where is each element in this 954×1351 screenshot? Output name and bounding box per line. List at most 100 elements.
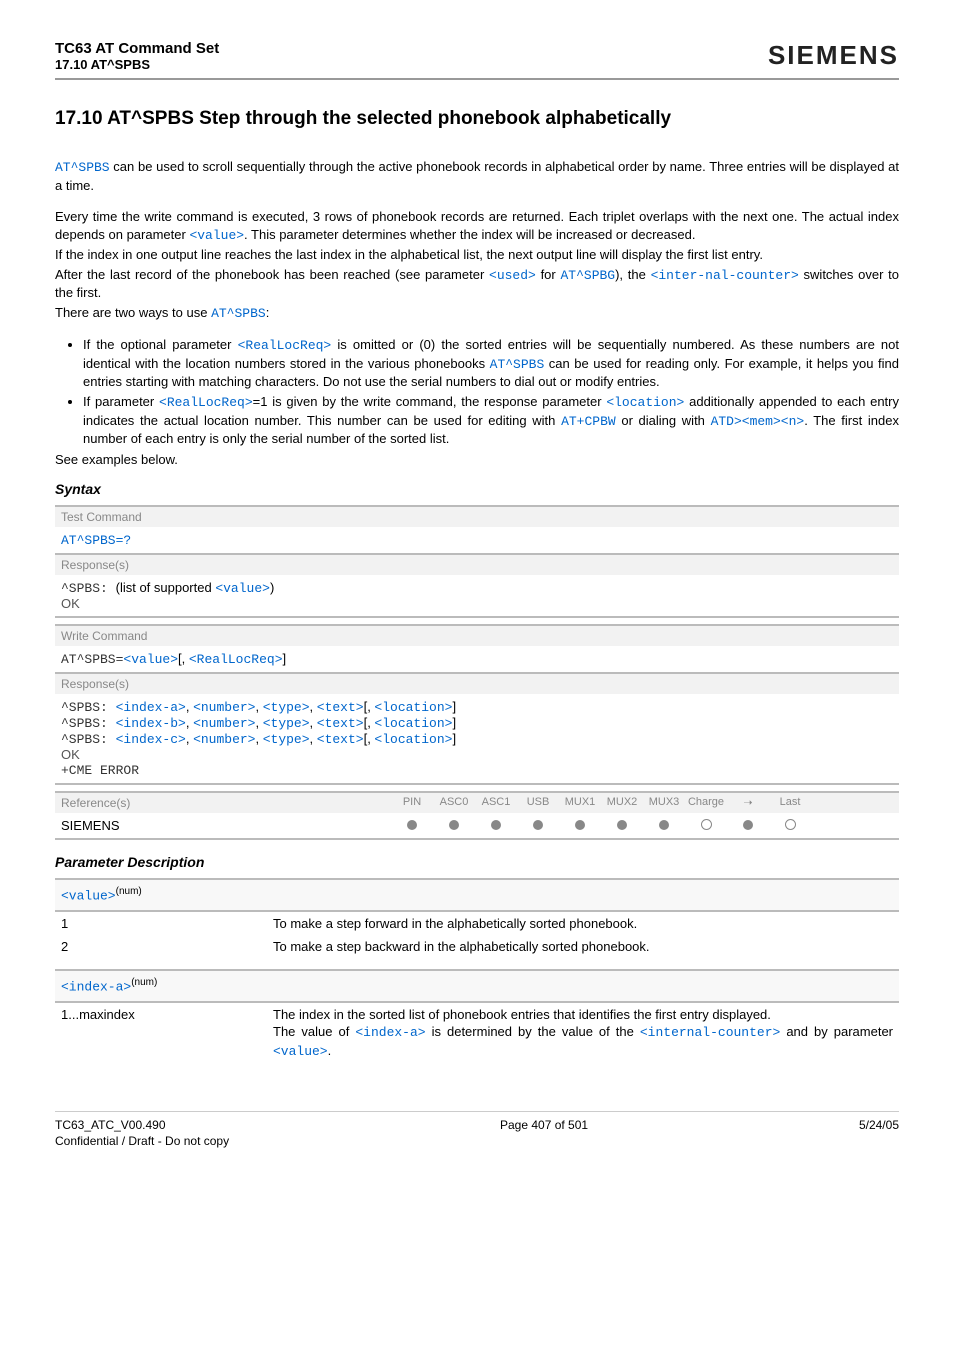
param-desc: To make a step backward in the alphabeti…: [267, 935, 899, 959]
version: TC63_ATC_V00.490: [55, 1118, 166, 1132]
param-link[interactable]: <inter-nal-counter>: [651, 268, 799, 283]
param-link[interactable]: <type>: [263, 716, 310, 731]
intro-block: AT^SPBS can be used to scroll sequential…: [55, 158, 899, 194]
text: ,: [255, 715, 262, 730]
resp-prefix: ^SPBS:: [61, 716, 116, 731]
text: [,: [364, 731, 375, 746]
text: [,: [364, 715, 375, 730]
text: There are two ways to use: [55, 305, 211, 320]
col-arrow: ➝: [727, 796, 769, 809]
test-response: ^SPBS: (list of supported <value>) OK: [55, 575, 899, 616]
footer-right: 5/24/05: [859, 1118, 899, 1149]
param-value-table: <value>(num) 1 To make a step forward in…: [55, 878, 899, 959]
para-1: AT^SPBS can be used to scroll sequential…: [55, 158, 899, 194]
param-link[interactable]: <type>: [263, 700, 310, 715]
col-mux1: MUX1: [559, 796, 601, 809]
response-label: Response(s): [55, 553, 899, 575]
text: [,: [364, 699, 375, 714]
dot-filled-icon: [407, 820, 417, 830]
param-header: <value>(num): [55, 879, 899, 911]
param-link[interactable]: <type>: [263, 732, 310, 747]
col-usb: USB: [517, 796, 559, 809]
confidential: Confidential / Draft - Do not copy: [55, 1134, 229, 1148]
dot: [769, 818, 811, 833]
param-link[interactable]: <number>: [193, 700, 255, 715]
dot-filled-icon: [617, 820, 627, 830]
param-link[interactable]: <location>: [374, 732, 452, 747]
param-key: 1...maxindex: [55, 1002, 267, 1064]
param-link[interactable]: <RealLocReq>: [159, 395, 253, 410]
param-row: 1 To make a step forward in the alphabet…: [55, 911, 899, 936]
param-link[interactable]: <text>: [317, 716, 364, 731]
param-index-table: <index-a>(num) 1...maxindex The index in…: [55, 969, 899, 1064]
cmd-link[interactable]: AT^SPBS: [55, 160, 110, 175]
param-link[interactable]: <RealLocReq>: [238, 338, 332, 353]
text: for: [536, 267, 561, 282]
dot-open-icon: [701, 819, 712, 830]
dot-filled-icon: [575, 820, 585, 830]
param-key: 1: [55, 911, 267, 936]
param-key: 2: [55, 935, 267, 959]
param-desc-heading: Parameter Description: [55, 854, 899, 870]
param-link[interactable]: <value>: [215, 581, 270, 596]
dot-filled-icon: [659, 820, 669, 830]
col-charge: Charge: [685, 796, 727, 809]
cmd-link[interactable]: ATD><mem><n>: [711, 414, 805, 429]
test-cmd: AT^SPBS=?: [61, 533, 131, 548]
dot-filled-icon: [491, 820, 501, 830]
param-name[interactable]: <index-a>: [61, 979, 131, 994]
ok-text: OK: [61, 596, 80, 611]
param-link[interactable]: <number>: [193, 716, 255, 731]
write-response: ^SPBS: <index-a>, <number>, <type>, <tex…: [55, 694, 899, 783]
text: can be used to scroll sequentially throu…: [55, 159, 899, 193]
dot: [475, 818, 517, 833]
param-link[interactable]: <text>: [317, 732, 364, 747]
col-mux3: MUX3: [643, 796, 685, 809]
dot-filled-icon: [743, 820, 753, 830]
text: .: [328, 1043, 332, 1058]
text: ), the: [615, 267, 650, 282]
param-link[interactable]: <index-b>: [116, 716, 186, 731]
bullet-1: If the optional parameter <RealLocReq> i…: [83, 336, 899, 391]
param-link[interactable]: <location>: [374, 716, 452, 731]
text: =1 is given by the write command, the re…: [253, 394, 607, 409]
text: ,: [186, 731, 193, 746]
param-link[interactable]: <value>: [123, 652, 178, 667]
param-link[interactable]: <text>: [317, 700, 364, 715]
param-link[interactable]: <index-c>: [116, 732, 186, 747]
dot: [391, 818, 433, 833]
param-link[interactable]: <value>: [273, 1044, 328, 1059]
write-cmd-label: Write Command: [55, 624, 899, 646]
cmd-link[interactable]: AT+CPBW: [561, 414, 616, 429]
param-link[interactable]: <index-a>: [116, 700, 186, 715]
dot: [559, 818, 601, 833]
cmd-link[interactable]: AT^SPBG: [560, 268, 615, 283]
write-cmd: AT^SPBS=<value>[, <RealLocReq>]: [55, 646, 899, 672]
dot: [601, 818, 643, 833]
siemens-label: SIEMENS: [61, 818, 391, 833]
footer-left: TC63_ATC_V00.490 Confidential / Draft - …: [55, 1118, 229, 1149]
doc-title: TC63 AT Command Set: [55, 40, 219, 57]
text: [,: [178, 651, 189, 666]
test-cmd-label: Test Command: [55, 505, 899, 527]
param-link[interactable]: <location>: [606, 395, 684, 410]
param-name[interactable]: <value>: [61, 888, 116, 903]
param-link[interactable]: <RealLocReq>: [189, 652, 283, 667]
param-row: 1...maxindex The index in the sorted lis…: [55, 1002, 899, 1064]
dot-filled-icon: [449, 820, 459, 830]
cmd-link[interactable]: AT^SPBS: [490, 357, 545, 372]
text: ]: [452, 715, 456, 730]
param-link[interactable]: <location>: [374, 700, 452, 715]
text: ,: [186, 699, 193, 714]
cmd-link[interactable]: AT^SPBS: [211, 306, 266, 321]
param-link[interactable]: <value>: [189, 228, 244, 243]
param-link[interactable]: <index-a>: [355, 1025, 425, 1040]
text: ,: [255, 699, 262, 714]
text: ,: [255, 731, 262, 746]
param-link[interactable]: <number>: [193, 732, 255, 747]
page-footer: TC63_ATC_V00.490 Confidential / Draft - …: [55, 1111, 899, 1149]
param-link[interactable]: <internal-counter>: [640, 1025, 780, 1040]
col-pin: PIN: [391, 796, 433, 809]
resp-prefix: ^SPBS:: [61, 581, 116, 596]
param-link[interactable]: <used>: [489, 268, 536, 283]
